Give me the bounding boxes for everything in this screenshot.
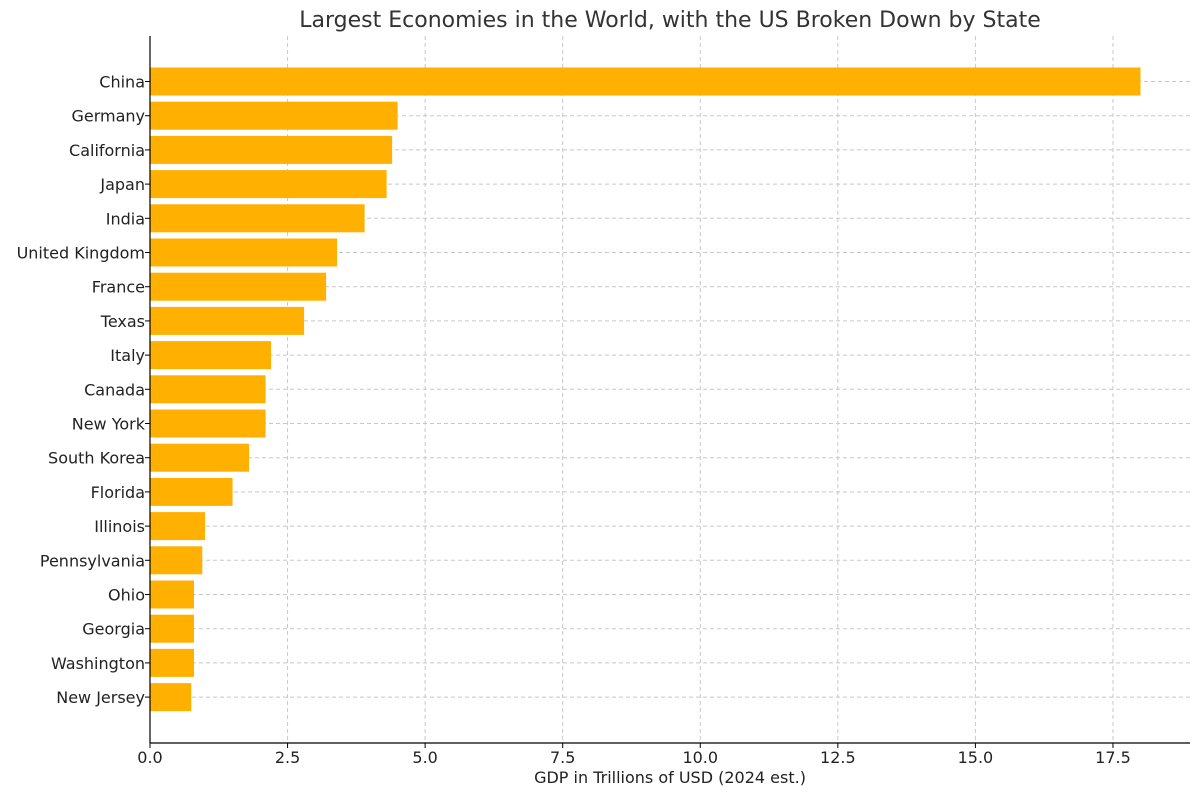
bars-layer [150,67,1141,712]
bar-texas [150,306,305,335]
y-tick-label: New York [72,415,146,434]
y-tick-label: Japan [99,175,145,194]
bar-italy [150,341,272,370]
y-tick-label: California [69,141,145,160]
bar-florida [150,477,233,506]
x-tick-label: 10.0 [682,748,718,767]
y-tick-label: Illinois [94,517,145,536]
bar-illinois [150,512,206,541]
x-tick-label: 12.5 [820,748,856,767]
bar-new-york [150,409,266,438]
y-tick-label: New Jersey [56,688,145,707]
bar-germany [150,101,398,130]
y-tick-label: Germany [71,107,145,126]
axes-layer [149,36,1190,744]
y-tick-label: Florida [91,483,145,502]
bar-india [150,204,365,233]
y-tick-label: United Kingdom [17,244,145,263]
y-tick-label: India [106,209,145,228]
x-tick-label: 17.5 [1095,748,1131,767]
bar-new-jersey [150,683,192,712]
bar-pennsylvania [150,546,203,575]
y-tick-label: Texas [100,312,145,331]
y-tick-label: France [92,278,145,297]
bar-california [150,135,393,164]
y-tick-label: Italy [110,346,145,365]
x-tick-labels: 0.0 2.5 5.0 7.5 10.0 12.5 15.0 17.5 [137,743,1131,767]
bar-georgia [150,614,195,643]
x-tick-label: 2.5 [275,748,300,767]
y-tick-label: Georgia [82,620,145,639]
y-tick-label: South Korea [48,449,145,468]
y-tick-labels: China Germany California Japan India United K… [17,73,150,707]
x-axis-label: GDP in Trillions of USD (2024 est.) [534,768,806,787]
bar-canada [150,375,266,404]
y-tick-label: China [99,73,145,92]
x-tick-label: 5.0 [412,748,437,767]
y-tick-label: Washington [51,654,145,673]
y-tick-label: Ohio [108,586,145,605]
bar-france [150,272,327,301]
bar-washington [150,648,195,677]
bar-ohio [150,580,195,609]
bar-south-korea [150,443,250,472]
chart-title: Largest Economies in the World, with the… [299,8,1040,33]
y-tick-label: Canada [84,380,145,399]
y-tick-label: Pennsylvania [40,551,145,570]
bar-united-kingdom [150,238,338,267]
bar-china [150,67,1141,96]
x-tick-label: 15.0 [958,748,994,767]
x-tick-label: 0.0 [137,748,162,767]
bar-japan [150,170,387,199]
x-tick-label: 7.5 [550,748,575,767]
